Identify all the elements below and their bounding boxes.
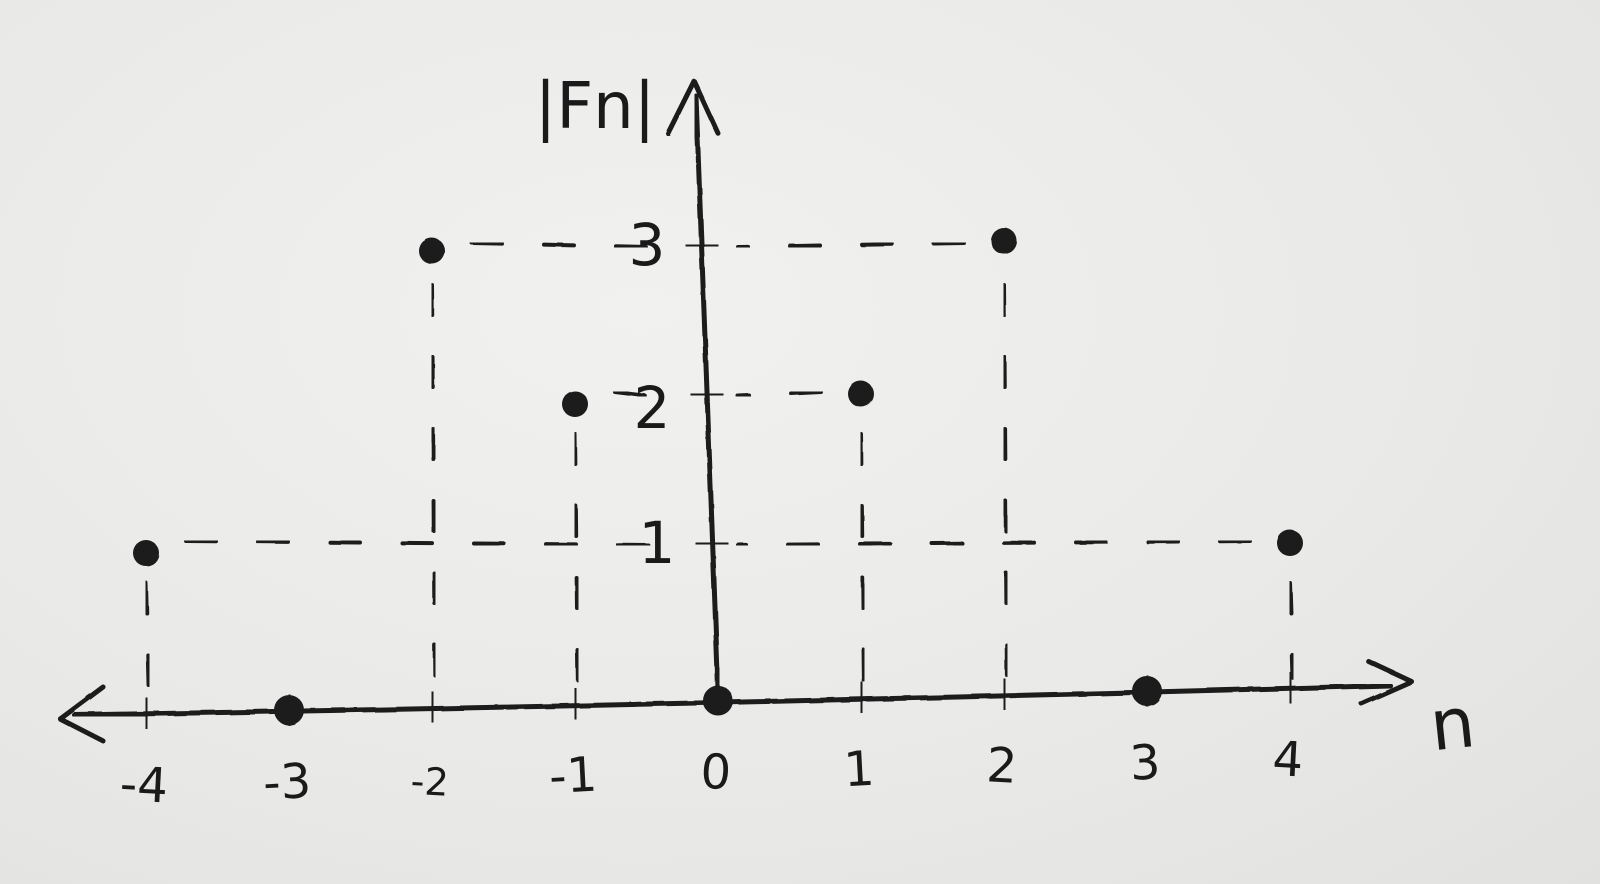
fn-axis-up-arrow (665, 78, 721, 136)
guide-horizontal (184, 539, 650, 547)
data-point (991, 228, 1017, 254)
data-point (133, 540, 159, 566)
fn-axis-line (693, 93, 721, 691)
y-tick-label: 1 (639, 509, 676, 577)
y-tick-label: 3 (629, 211, 666, 279)
x-tick-label: 0 (699, 744, 732, 802)
y-tick-label: 2 (634, 374, 671, 442)
axes (57, 78, 1415, 744)
data-point (419, 238, 445, 264)
guide-horizontal (736, 390, 823, 398)
x-tick-mark (1287, 671, 1294, 705)
x-axis-title: n (1426, 681, 1479, 767)
guide-vertical (573, 432, 580, 696)
guide-vertical (430, 283, 437, 699)
x-tick-mark (143, 696, 150, 730)
x-tick-mark (1001, 677, 1008, 711)
data-points (133, 228, 1303, 726)
dashed-guides (144, 241, 1295, 706)
data-point (562, 391, 588, 417)
data-point (274, 695, 304, 726)
guide-vertical (1288, 581, 1295, 680)
guide-horizontal (736, 241, 966, 249)
guide-horizontal (736, 539, 1252, 547)
guide-vertical (1002, 283, 1009, 687)
n-axis-left-arrow (57, 684, 106, 744)
x-tick-mark (572, 687, 579, 721)
x-tick-mark (858, 680, 865, 714)
x-tick-label: -3 (262, 753, 313, 811)
x-tick-label: 1 (842, 741, 875, 799)
x-tick-label: 4 (1271, 731, 1304, 789)
data-point (703, 685, 733, 716)
x-tick-mark (429, 690, 436, 724)
axis-labels: -4 -3 -2 -1 0 1 2 3 4 1 2 3 |Fn| n (119, 70, 1479, 814)
x-tick-label: -4 (119, 756, 170, 814)
guide-horizontal (470, 241, 650, 249)
data-point (1132, 675, 1162, 706)
data-point (848, 381, 874, 407)
x-tick-label: -1 (548, 747, 599, 805)
n-axis-right-arrow (1359, 659, 1415, 707)
x-tick-label: -2 (410, 759, 450, 805)
guide-horizontal (613, 390, 650, 398)
data-point (1277, 530, 1303, 556)
guide-vertical (144, 581, 151, 706)
y-tick-mark (689, 391, 725, 398)
guide-vertical (859, 432, 866, 690)
y-tick-mark (694, 540, 730, 547)
x-tick-label: 3 (1128, 734, 1161, 792)
y-tick-mark (684, 242, 720, 249)
x-tick-label: 2 (985, 737, 1018, 795)
y-axis-title: |Fn| (535, 70, 656, 144)
